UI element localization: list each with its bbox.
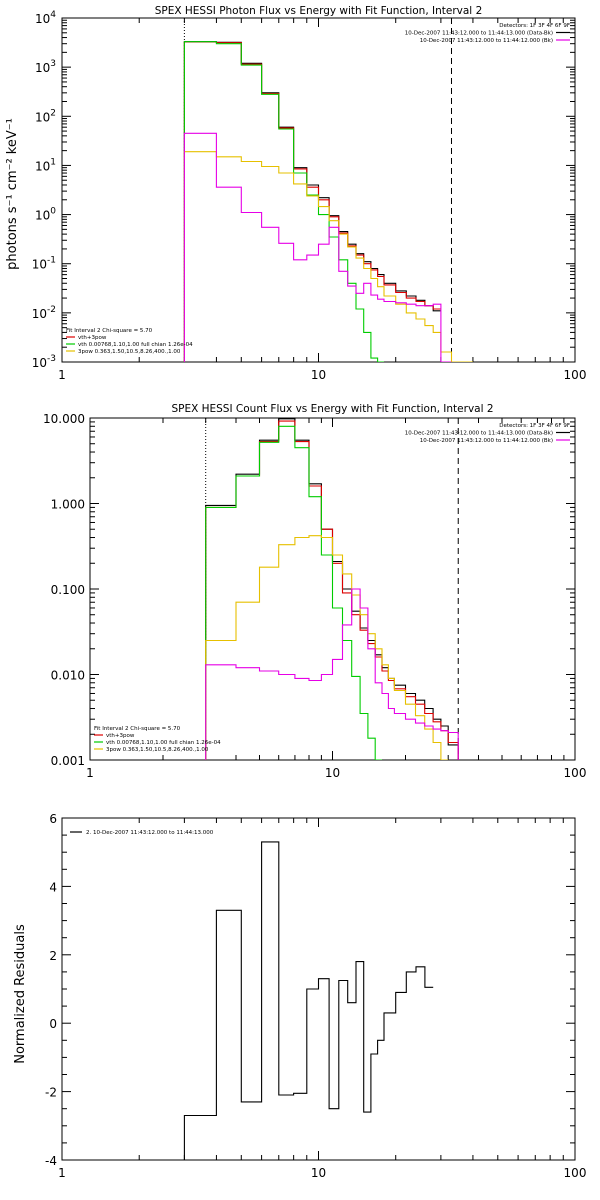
series-line-3	[183, 41, 384, 362]
panel-2: SPEX HESSI Count Flux vs Energy with Fit…	[43, 403, 586, 780]
legend-entry-text: 10-Dec-2007 11:43:12.000 to 11:44:12.000…	[420, 438, 553, 444]
y-tick-label: 10-3	[32, 354, 56, 370]
legend-entry-text: 3pow 0.363,1.50,10.5,8.26,400.,1.00	[106, 747, 209, 753]
y-tick-label: -2	[45, 1086, 57, 1100]
x-tick-label: 1	[58, 1166, 66, 1180]
series-line-4	[205, 535, 449, 760]
y-tick-label: 10.000	[43, 412, 85, 426]
y-tick-label: 0	[49, 1017, 57, 1031]
x-tick-label: 100	[564, 368, 587, 382]
y-tick-label: 101	[35, 157, 56, 173]
series-line-2	[183, 41, 441, 362]
x-tick-label: 10	[311, 1166, 326, 1180]
legend-entry-text: vth+3pow	[106, 733, 135, 739]
y-tick-label: -4	[45, 1154, 57, 1168]
x-tick-label: 100	[564, 1166, 587, 1180]
legend-entry-text: vth+3pow	[78, 335, 107, 341]
legend-entry-text: 10-Dec-2007 11:43:12.000 to 11:44:13.000…	[405, 431, 553, 437]
series-line-1	[183, 41, 441, 362]
legend-fit-header: Fit Interval 2 Chi-square = 5.70	[94, 726, 181, 732]
panel-1: SPEX HESSI Photon Flux vs Energy with Fi…	[5, 5, 586, 382]
legend-entry-text: vth 0.00768,1.10,1.00 full chian 1.26e-0…	[106, 740, 221, 746]
y-tick-label: 104	[35, 10, 56, 26]
y-tick-label: 103	[35, 59, 56, 75]
x-tick-label: 10	[325, 766, 340, 780]
x-tick-label: 1	[86, 766, 94, 780]
x-tick-label: 100	[564, 766, 587, 780]
y-tick-label: 0.001	[51, 754, 85, 768]
y-axis-label: photons s⁻¹ cm⁻² keV⁻¹	[5, 118, 20, 270]
y-tick-label: 0.100	[51, 583, 85, 597]
y-tick-label: 0.010	[51, 669, 85, 683]
y-tick-label: 4	[49, 880, 57, 894]
y-tick-label: 10-2	[32, 305, 56, 321]
chart-title: SPEX HESSI Count Flux vs Energy with Fit…	[171, 403, 493, 415]
chart-title: SPEX HESSI Photon Flux vs Energy with Fi…	[155, 5, 483, 17]
series-line-3	[205, 425, 382, 760]
y-tick-label: 6	[49, 812, 57, 826]
legend-fit-header: Fit Interval 2 Chi-square = 5.70	[66, 328, 153, 334]
panel-3: 1 10 100 -4 -2 0 2 4 6 Normalized Residuals 2. 10-…	[13, 812, 586, 1180]
legend-entry-text: 10-Dec-2007 11:43:12.000 to 11:44:12.000…	[420, 38, 553, 44]
y-tick-label: 1.000	[51, 498, 85, 512]
y-axis-label: Normalized Residuals	[13, 924, 28, 1064]
series-line-1	[183, 841, 434, 1160]
y-tick-label: 102	[35, 108, 56, 124]
y-tick-label: 100	[35, 207, 56, 223]
y-tick-label: 2	[49, 949, 57, 963]
x-tick-label: 1	[58, 368, 66, 382]
legend-entry-text: 3pow 0.363,1.50,10.5,8.26,400.,1.00	[78, 349, 181, 355]
series-line-4	[183, 151, 473, 362]
x-tick-label: 10	[311, 368, 326, 382]
legend-entry-text: 2. 10-Dec-2007 11:43:12.000 to 11:44:13.…	[86, 830, 214, 836]
series-line-5	[183, 132, 452, 362]
legend-entry-text: vth 0.00768,1.10,1.00 full chian 1.26e-0…	[78, 342, 193, 348]
y-tick-label: 10-1	[32, 256, 56, 272]
legend-detectors: Detectors: 1F 3F 4F 6F 9F	[499, 23, 570, 29]
series-line-5	[205, 588, 459, 760]
legend-entry-text: 10-Dec-2007 11:43:12.000 to 11:44:13.000…	[405, 31, 553, 37]
legend-detectors: Detectors: 1F 3F 4F 6F 9F	[499, 423, 570, 429]
